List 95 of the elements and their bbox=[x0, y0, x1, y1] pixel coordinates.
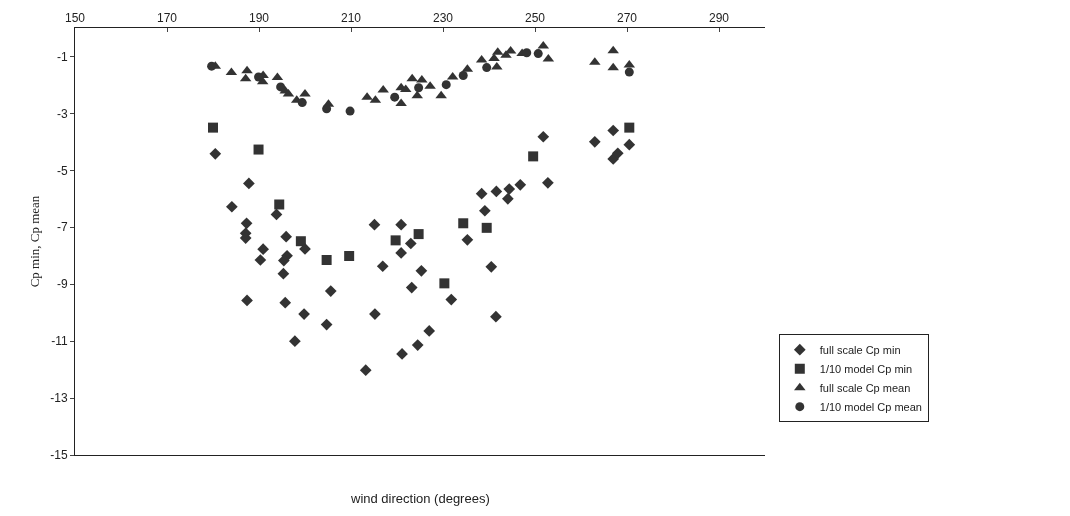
point bbox=[461, 233, 474, 246]
point bbox=[475, 187, 488, 200]
legend-label: 1/10 model Cp min bbox=[819, 362, 913, 375]
point bbox=[404, 237, 417, 250]
point bbox=[441, 80, 451, 90]
legend-label: full scale Cp mean bbox=[819, 381, 911, 394]
point bbox=[607, 62, 619, 71]
point bbox=[435, 90, 447, 99]
point bbox=[289, 335, 301, 347]
point bbox=[395, 218, 407, 231]
y-tick-label: -7 bbox=[56, 220, 68, 235]
legend-label: 1/10 model Cp mean bbox=[819, 400, 922, 413]
x-tick-label: 170 bbox=[156, 11, 178, 26]
point bbox=[280, 230, 292, 243]
point bbox=[324, 285, 337, 297]
point bbox=[406, 73, 418, 82]
point bbox=[298, 308, 310, 320]
x-tick-label: 250 bbox=[524, 11, 546, 26]
point bbox=[439, 278, 450, 289]
point bbox=[458, 218, 469, 229]
point bbox=[321, 255, 332, 265]
point bbox=[607, 124, 620, 137]
point bbox=[624, 67, 634, 77]
point bbox=[423, 325, 436, 337]
point bbox=[542, 177, 554, 189]
x-tick-label: 270 bbox=[616, 11, 638, 26]
point bbox=[395, 247, 407, 259]
point bbox=[241, 65, 253, 74]
point bbox=[276, 82, 286, 92]
y-tick-label: -11 bbox=[51, 334, 68, 349]
point bbox=[344, 251, 355, 262]
point bbox=[257, 243, 269, 256]
point bbox=[277, 267, 290, 280]
point bbox=[537, 130, 550, 143]
y-tick-label: -5 bbox=[56, 163, 68, 178]
point bbox=[624, 122, 635, 133]
point bbox=[322, 104, 332, 114]
point bbox=[405, 281, 418, 294]
x-tick-label: 190 bbox=[248, 11, 270, 26]
point bbox=[274, 199, 285, 210]
y-axis-title: Cp min, Cp mean bbox=[27, 195, 42, 288]
point bbox=[241, 294, 253, 307]
point bbox=[413, 229, 424, 240]
point bbox=[490, 185, 503, 198]
point bbox=[482, 63, 492, 73]
point bbox=[207, 61, 217, 71]
y-tick-label: -9 bbox=[56, 277, 68, 292]
point bbox=[390, 235, 401, 246]
point bbox=[368, 218, 381, 231]
point bbox=[297, 98, 307, 108]
point bbox=[485, 260, 498, 273]
x-tick-label: 230 bbox=[432, 11, 454, 26]
point bbox=[345, 106, 355, 116]
point bbox=[514, 179, 527, 191]
point bbox=[369, 308, 381, 320]
point bbox=[611, 147, 624, 160]
point bbox=[528, 151, 539, 162]
point bbox=[607, 45, 619, 54]
point bbox=[415, 264, 428, 277]
point bbox=[243, 177, 255, 190]
point bbox=[390, 92, 400, 102]
point bbox=[208, 122, 218, 133]
point bbox=[623, 138, 636, 151]
y-tick-label: -3 bbox=[56, 106, 68, 121]
point bbox=[240, 217, 253, 230]
point bbox=[295, 236, 306, 247]
legend-label: full scale Cp min bbox=[819, 343, 901, 356]
point bbox=[490, 310, 502, 323]
point bbox=[320, 318, 333, 331]
point bbox=[209, 147, 222, 160]
point bbox=[376, 260, 389, 273]
point bbox=[445, 293, 458, 306]
point bbox=[270, 208, 283, 221]
point bbox=[522, 48, 532, 58]
y-tick-label: -1 bbox=[56, 49, 68, 64]
point bbox=[226, 200, 238, 213]
point bbox=[253, 144, 264, 155]
point bbox=[503, 183, 516, 195]
point bbox=[411, 339, 424, 351]
x-tick-label: 290 bbox=[708, 11, 730, 26]
point bbox=[254, 254, 267, 266]
point bbox=[502, 192, 514, 205]
y-tick-label: -15 bbox=[50, 448, 68, 463]
x-tick-label: 150 bbox=[64, 11, 86, 26]
point bbox=[414, 83, 424, 93]
x-tick-label: 210 bbox=[340, 11, 362, 26]
y-tick-label: -13 bbox=[50, 391, 68, 406]
point bbox=[359, 364, 372, 377]
point bbox=[533, 49, 543, 59]
point bbox=[481, 222, 492, 233]
point bbox=[279, 296, 292, 309]
x-axis-title: wind direction (degrees) bbox=[350, 491, 490, 506]
point bbox=[479, 204, 491, 217]
point bbox=[588, 136, 601, 148]
point bbox=[458, 71, 468, 81]
